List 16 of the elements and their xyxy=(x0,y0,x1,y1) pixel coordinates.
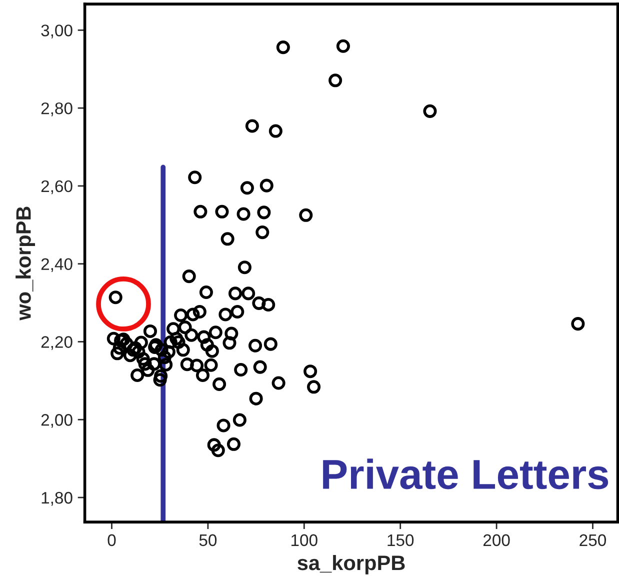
x-tick-label: 200 xyxy=(483,534,510,546)
y-tick-label: 2,80 xyxy=(41,102,72,116)
x-tick-label: 0 xyxy=(108,534,116,546)
y-tick-label: 1,80 xyxy=(42,492,72,506)
x-tick-label: 150 xyxy=(388,534,414,546)
y-tick-label: 2,60 xyxy=(41,180,72,194)
annotation: Private Letters xyxy=(323,458,608,490)
y-tick-label: 2,00 xyxy=(41,414,72,428)
x-axis-title: sa_korpPB xyxy=(298,554,405,574)
y-tick-label: 2,20 xyxy=(41,336,72,350)
x-tick-label: 100 xyxy=(292,534,318,546)
y-tick-label: 3,00 xyxy=(41,24,72,38)
x-tick-label: 250 xyxy=(580,534,606,546)
y-tick-label: 2,40 xyxy=(41,258,72,272)
x-tick-label: 50 xyxy=(199,534,217,546)
y-axis-title: wo_korpPB xyxy=(16,206,36,320)
